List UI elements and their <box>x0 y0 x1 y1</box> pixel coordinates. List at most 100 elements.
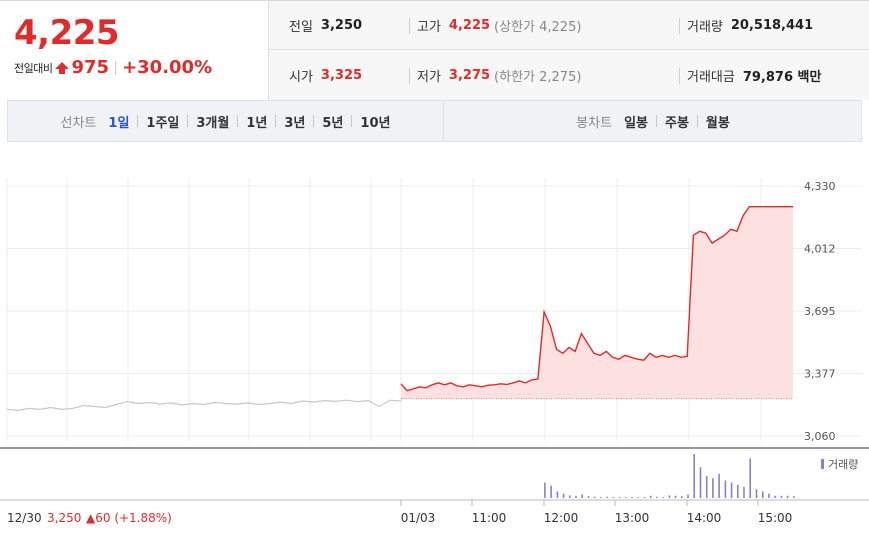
quote-info-grid: 전일 3,250 고가 4,225 (상한가 4,225) 거래량 20,518… <box>268 1 869 100</box>
period-1y[interactable]: 1년 <box>246 115 268 131</box>
volume-bar <box>631 497 633 498</box>
period-10y[interactable]: 10년 <box>360 115 391 131</box>
chart-period-bar: 선차트 1일 1주일 3개월 1년 3년 5년 10년 봉차트 일봉 주봉 월봉 <box>7 100 862 142</box>
prev-day-footer: 12/30 3,250 ▲60 (+1.88%) <box>7 511 172 525</box>
candle-chart-nav: 봉차트 일봉 주봉 월봉 <box>444 101 862 141</box>
volume-bar <box>550 485 552 498</box>
y-tick-label: 3,060 <box>804 430 836 443</box>
x-tick-label: 12:00 <box>544 511 579 525</box>
volume-bar <box>687 494 689 498</box>
x-tick-label: 14:00 <box>687 511 722 525</box>
open-cell: 시가 3,325 <box>289 51 362 100</box>
change-label: 전일대비 <box>14 61 53 75</box>
volume-legend: 거래량 <box>828 458 858 471</box>
prev-day-date: 12/30 <box>7 511 42 525</box>
divider <box>275 115 277 127</box>
volume-bars <box>544 454 795 498</box>
divider <box>409 18 410 34</box>
prev-close-cell: 전일 3,250 <box>289 1 362 50</box>
divider <box>679 68 680 84</box>
volume-bar <box>730 482 733 498</box>
divider <box>237 115 239 127</box>
period-5y[interactable]: 5년 <box>322 115 344 131</box>
divider <box>655 115 657 127</box>
low-label: 저가 <box>417 70 441 85</box>
low-value: 3,275 <box>448 68 491 83</box>
volume-bar <box>743 487 745 498</box>
y-tick-label: 4,330 <box>804 180 836 193</box>
current-price: 4,225 <box>14 13 120 53</box>
line-chart-title: 선차트 <box>60 115 97 131</box>
trade-value-value: 79,876 백만 <box>742 70 822 85</box>
change-amount: 975 <box>71 57 110 78</box>
candle-chart-title: 봉차트 <box>576 115 613 131</box>
volume-bar <box>786 495 789 498</box>
price-area-fill <box>401 206 793 399</box>
volume-bar <box>562 493 565 498</box>
volume-bar <box>600 497 602 498</box>
period-3y[interactable]: 3년 <box>284 115 306 131</box>
volume-bar <box>587 496 590 498</box>
prev-day-line <box>6 399 402 412</box>
divider <box>679 18 680 34</box>
candle-monthly[interactable]: 월봉 <box>705 115 730 131</box>
volume-bar <box>612 497 615 498</box>
x-axis-labels: 01/03 11:00 12:00 13:00 14:00 15:00 <box>400 500 793 525</box>
candle-daily[interactable]: 일봉 <box>624 115 648 131</box>
high-label: 고가 <box>417 20 441 35</box>
info-row-2: 시가 3,325 저가 3,275 (하한가 2,275) 거래대금 79,87… <box>269 51 869 100</box>
price-area <box>400 205 793 400</box>
volume-bar <box>774 495 776 498</box>
volume-bar <box>569 495 571 498</box>
y-tick-label: 3,695 <box>804 305 836 318</box>
high-value: 4,225 <box>448 18 491 33</box>
volume-legend-swatch <box>821 459 824 469</box>
volume-bar <box>625 497 627 498</box>
candle-weekly[interactable]: 주봉 <box>664 115 689 131</box>
info-row-1: 전일 3,250 고가 4,225 (상한가 4,225) 거래량 20,518… <box>269 1 869 50</box>
volume-bar <box>712 478 714 498</box>
divider <box>313 115 315 127</box>
low-cell: 저가 3,275 (하한가 2,275) <box>417 51 581 100</box>
period-1d[interactable]: 1일 <box>108 115 130 131</box>
volume-label: 거래량 <box>687 20 723 35</box>
divider <box>187 115 189 127</box>
volume-bar <box>718 473 720 498</box>
volume-bar <box>637 497 639 498</box>
volume-bar <box>575 495 577 498</box>
line-chart-nav: 선차트 1일 1주일 3개월 1년 3년 5년 10년 <box>8 101 444 141</box>
divider <box>137 115 139 127</box>
upper-limit: (상한가 4,225) <box>494 20 582 35</box>
volume-bar <box>668 495 671 498</box>
divider <box>696 115 698 127</box>
volume-bar <box>593 496 596 498</box>
volume-bar <box>749 458 751 498</box>
trade-value-cell: 거래대금 79,876 백만 <box>687 51 821 100</box>
volume-bar <box>737 484 739 498</box>
quote-summary: 4,225 전일대비 975 +30.00% 전일 3,250 고가 4,225… <box>0 0 869 100</box>
trade-value-label: 거래대금 <box>687 70 735 85</box>
change-divider <box>115 60 117 75</box>
x-tick-label: 01/03 <box>401 511 436 525</box>
prev-day-change: ▲60 (+1.88%) <box>86 511 172 525</box>
x-tick-label: 11:00 <box>472 511 507 525</box>
x-tick-label: 15:00 <box>758 511 793 525</box>
volume-bar <box>705 476 708 498</box>
prev-day-close: 3,250 <box>47 511 81 525</box>
x-tick-label: 13:00 <box>615 511 650 525</box>
volume-bar <box>606 496 608 498</box>
volume-bar <box>674 495 677 498</box>
intraday-price-chart: 4,330 4,012 3,695 3,377 3,060 01/03 11:00 12:0… <box>0 178 869 525</box>
period-1w[interactable]: 1주일 <box>146 115 180 131</box>
y-tick-label: 3,377 <box>804 368 836 381</box>
volume-bar <box>681 496 683 498</box>
volume-cell: 거래량 20,518,441 <box>687 1 813 50</box>
open-value: 3,325 <box>320 68 363 83</box>
period-3m[interactable]: 3개월 <box>196 115 230 131</box>
prev-day-series-line <box>6 399 402 412</box>
prev-close-value: 3,250 <box>320 18 363 33</box>
price-panel: 4,225 전일대비 975 +30.00% <box>0 1 268 100</box>
change-percent: +30.00% <box>122 57 213 78</box>
high-cell: 고가 4,225 (상한가 4,225) <box>417 1 581 50</box>
volume-bar <box>755 489 758 498</box>
